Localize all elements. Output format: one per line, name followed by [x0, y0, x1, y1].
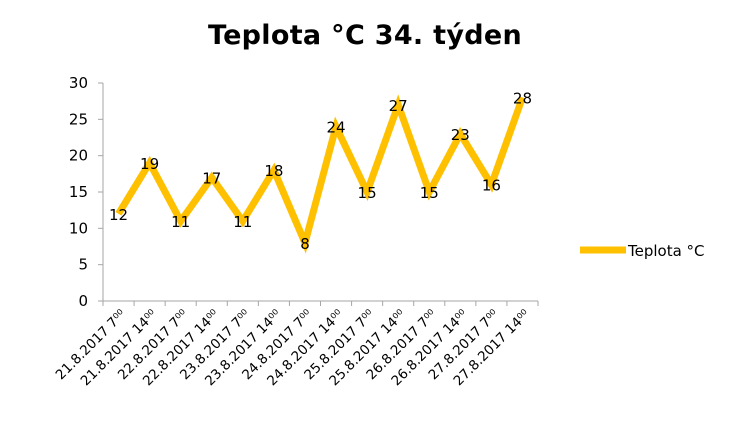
data-label: 15	[358, 184, 377, 202]
y-tick-label: 20	[69, 147, 88, 165]
y-tick-label: 10	[69, 219, 88, 237]
data-label: 8	[300, 235, 310, 253]
data-label: 28	[513, 90, 532, 108]
data-labels: 12 19 11 17 11 18 8 24 15 27 15 23 16 28	[109, 90, 532, 253]
data-label: 16	[482, 177, 501, 195]
series-line-layer	[115, 94, 526, 254]
legend: Teplota °C	[580, 242, 705, 260]
y-tick-label: 25	[69, 110, 88, 128]
y-tick-label: 5	[78, 256, 88, 274]
data-label: 23	[451, 126, 470, 144]
data-label: 27	[389, 97, 408, 115]
data-label: 18	[264, 162, 283, 180]
data-label: 11	[171, 213, 190, 231]
legend-label: Teplota °C	[627, 242, 705, 260]
data-label: 19	[140, 155, 159, 173]
y-tick-label: 0	[78, 292, 88, 310]
data-label: 17	[202, 169, 221, 187]
y-tick-label: 15	[69, 183, 88, 201]
data-label: 15	[420, 184, 439, 202]
data-label: 11	[233, 213, 252, 231]
data-label: 12	[109, 206, 128, 224]
chart-title: Teplota °C 34. týden	[207, 20, 523, 51]
y-tick-label: 30	[69, 74, 88, 92]
data-label: 24	[326, 119, 345, 137]
series-line	[115, 94, 526, 254]
